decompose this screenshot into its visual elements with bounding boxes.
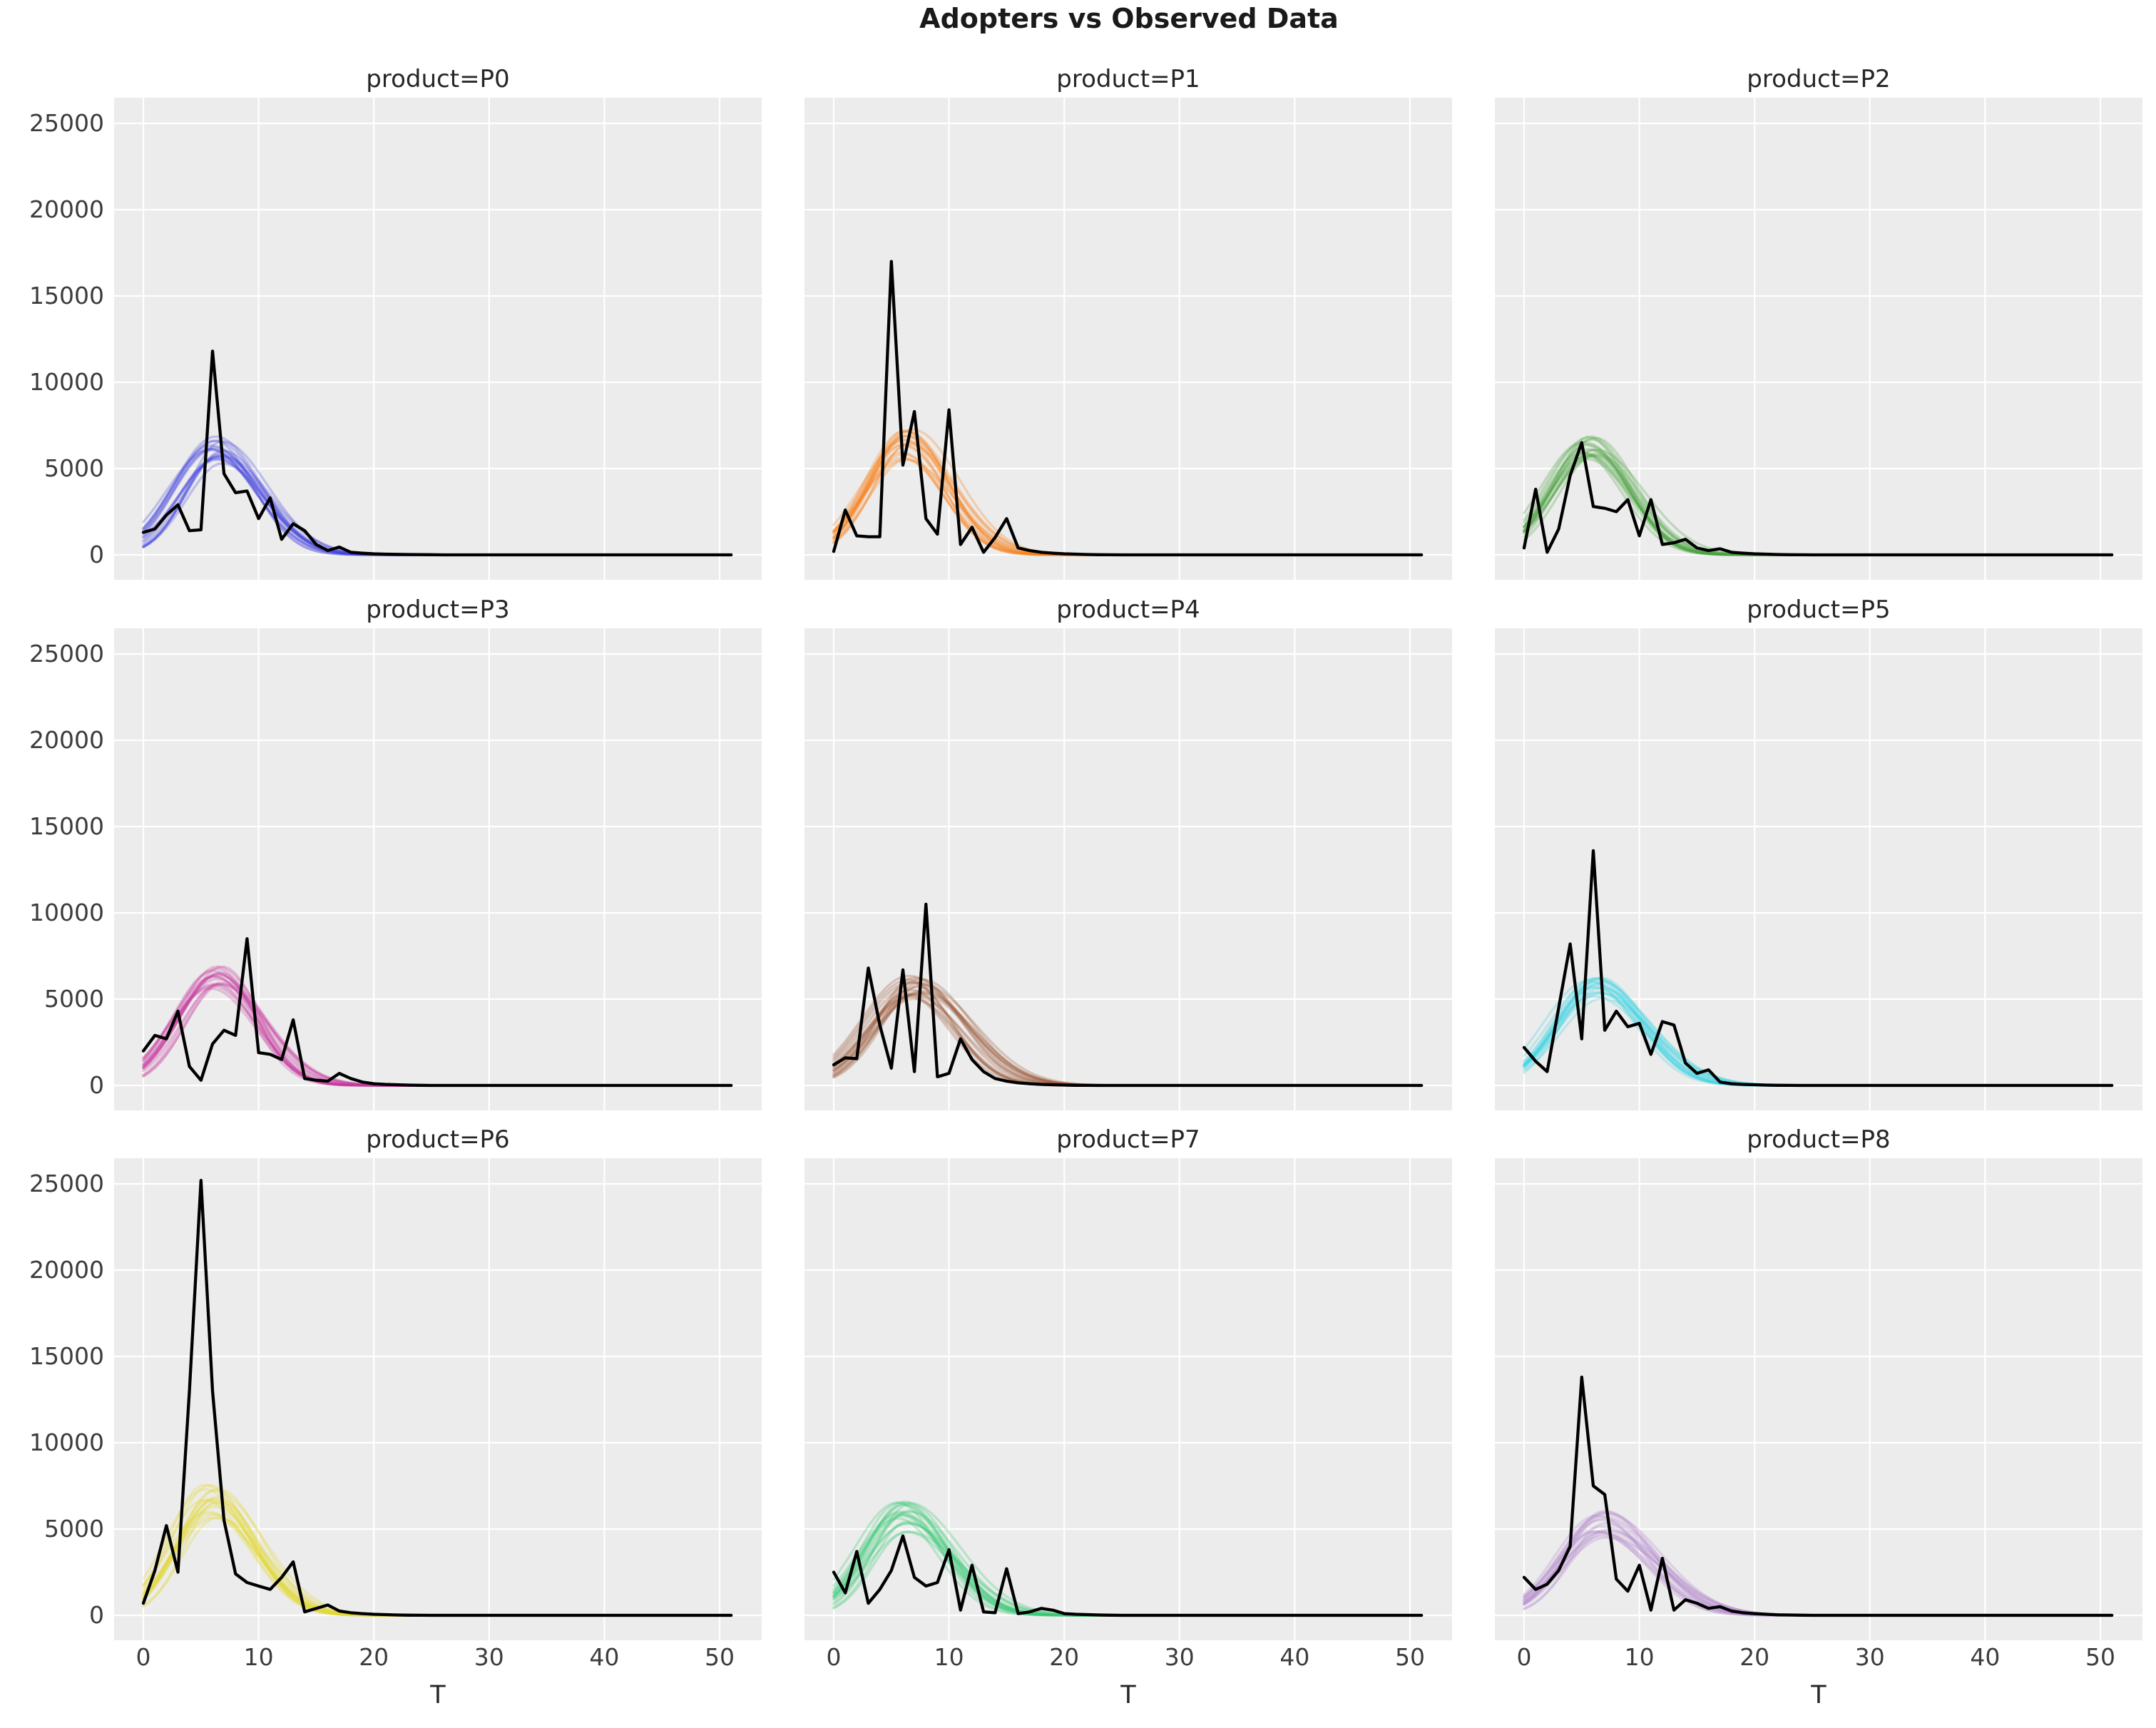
x-tick-label: 40 [1970,1643,2001,1671]
y-tick-label: 10000 [29,368,104,396]
x-tick-label: 50 [1395,1643,1425,1671]
x-tick-label: 20 [1049,1643,1080,1671]
x-tick-label: 20 [359,1643,389,1671]
observed-line [141,937,733,1088]
y-tick-label: 0 [89,1601,104,1629]
panel-title-P8: product=P8 [1747,1125,1891,1154]
y-tick-label: 10000 [29,899,104,926]
observed-line [1522,1375,2114,1617]
observed-line [832,1534,1424,1617]
axes-background [1495,628,2142,1110]
panel-P0 [114,98,762,580]
panel-title-P0: product=P0 [366,65,510,93]
axes-background [114,98,762,580]
y-tick-label: 15000 [29,282,104,310]
x-tick-label: 0 [136,1643,151,1671]
x-tick-label: 30 [474,1643,504,1671]
y-tick-label: 0 [89,541,104,568]
observed-line [141,349,733,557]
x-tick-label: 50 [705,1643,735,1671]
observed-line [1522,849,2114,1088]
y-tick-label: 20000 [29,1256,104,1284]
observed-line [832,260,1424,557]
axes-background [114,1158,762,1640]
panel-title-P5: product=P5 [1747,595,1891,624]
panel-title-P6: product=P6 [366,1125,510,1154]
y-tick-label: 20000 [29,726,104,754]
y-tick-label: 0 [89,1071,104,1099]
x-tick-label: 10 [1624,1643,1655,1671]
panel-title-P1: product=P1 [1056,65,1200,93]
y-tick-label: 10000 [29,1428,104,1456]
y-tick-label: 5000 [44,985,104,1013]
x-tick-label: 10 [243,1643,274,1671]
observed-line [1522,441,2114,557]
x-axis-label: T [1811,1681,1827,1709]
observed-line [141,1179,733,1617]
x-axis-label: T [430,1681,446,1709]
y-tick-label: 15000 [29,1342,104,1370]
axes-background [804,1158,1452,1640]
y-tick-label: 20000 [29,195,104,223]
x-tick-label: 10 [934,1643,964,1671]
panel-P1 [804,98,1452,580]
panel-P3 [114,628,762,1110]
x-axis-label: T [1120,1681,1136,1709]
panel-P7 [804,1158,1452,1640]
y-tick-label: 25000 [29,640,104,668]
axes-background [114,628,762,1110]
figure-title: Adopters vs Observed Data [919,3,1339,34]
x-tick-label: 40 [1279,1643,1310,1671]
panel-P6 [114,1158,762,1640]
x-tick-label: 30 [1854,1643,1885,1671]
x-tick-label: 20 [1739,1643,1770,1671]
observed-line [832,902,1424,1088]
panel-P8 [1495,1158,2142,1640]
panel-P5 [1495,628,2142,1110]
x-tick-label: 0 [826,1643,842,1671]
x-tick-label: 40 [589,1643,620,1671]
y-tick-label: 25000 [29,1170,104,1197]
axes-background [1495,98,2142,580]
axes-background [804,628,1452,1110]
x-tick-label: 0 [1516,1643,1532,1671]
axes-background [804,98,1452,580]
panel-P2 [1495,98,2142,580]
y-tick-label: 25000 [29,109,104,137]
y-tick-label: 5000 [44,454,104,482]
y-tick-label: 15000 [29,812,104,840]
panel-title-P7: product=P7 [1056,1125,1200,1154]
panel-title-P3: product=P3 [366,595,510,624]
panel-P4 [804,628,1452,1110]
y-tick-label: 5000 [44,1515,104,1543]
x-tick-label: 50 [2085,1643,2115,1671]
x-tick-label: 30 [1164,1643,1195,1671]
panel-title-P2: product=P2 [1747,65,1891,93]
axes-background [1495,1158,2142,1640]
panel-title-P4: product=P4 [1056,595,1200,624]
